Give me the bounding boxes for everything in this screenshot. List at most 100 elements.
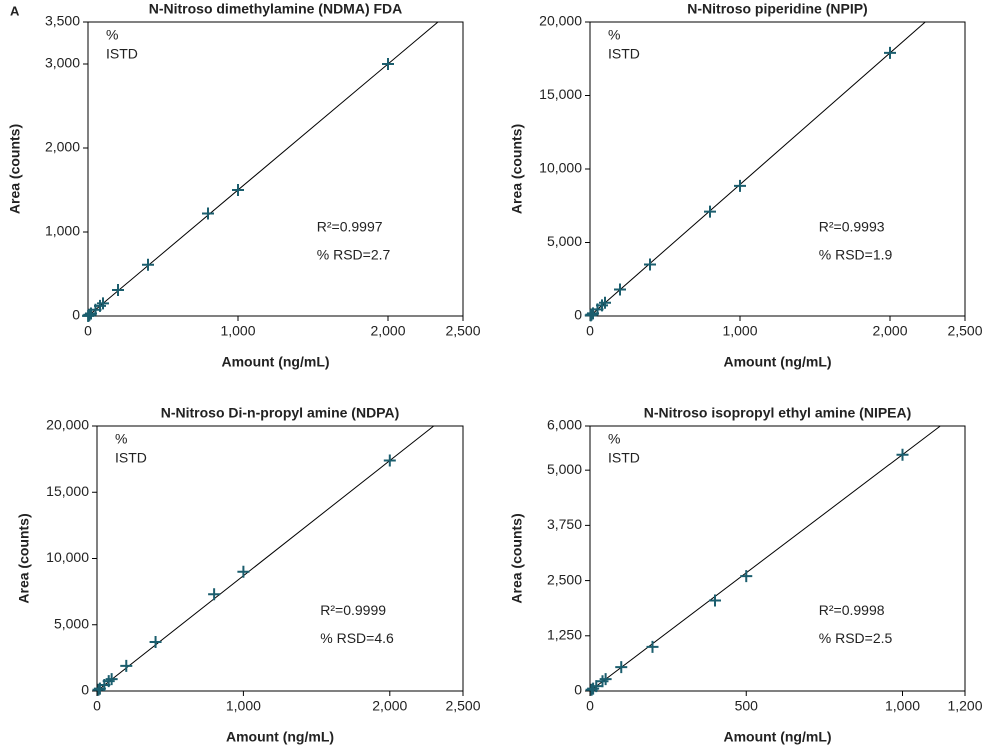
fit-line (589, 21, 926, 317)
y-tick-label: 20,000 (46, 417, 89, 433)
data-point (208, 588, 221, 601)
y-tick-label: 5,000 (54, 615, 89, 631)
data-point (599, 296, 611, 309)
data-point (740, 570, 753, 583)
data-point (105, 673, 118, 686)
annotation: R²=0.9999 (320, 602, 386, 618)
chart-title: N-Nitroso piperidine (NPIP) (687, 1, 867, 17)
y-tick-label: 3,500 (45, 13, 80, 29)
x-tick-label: 1,200 (947, 698, 982, 714)
x-axis-title: Amount (ng/mL) (723, 729, 831, 745)
annotation: R²=0.9993 (819, 219, 885, 235)
y-tick-label: 3,000 (45, 55, 80, 71)
x-tick-label: 2,000 (370, 323, 405, 339)
data-point (646, 640, 659, 653)
y-tick-label: 0 (574, 682, 582, 698)
y-tick-label: 1,000 (45, 223, 80, 239)
data-point (896, 448, 909, 461)
x-axis-title: Amount (ng/mL) (221, 354, 329, 370)
y-tick-label: 2,000 (45, 139, 80, 155)
y-tick-label: 0 (72, 307, 80, 323)
y-tick-label: 3,750 (547, 516, 582, 532)
data-point (644, 258, 656, 271)
x-tick-label: 0 (93, 698, 101, 714)
fit-line (589, 425, 941, 692)
data-point (709, 594, 721, 607)
chart-title: N-Nitroso Di-n-propyl amine (NDPA) (161, 405, 400, 421)
data-point (599, 673, 612, 686)
y-tick-label: 10,000 (539, 160, 582, 176)
plot-frame (96, 425, 464, 692)
annotation: % (115, 431, 127, 447)
annotation: ISTD (608, 450, 640, 466)
data-point (102, 675, 115, 688)
x-tick-label: 2,500 (947, 323, 982, 339)
annotation: R²=0.9997 (317, 219, 383, 235)
annotation: % RSD=1.9 (819, 247, 893, 263)
y-axis-title: Area (counts) (16, 513, 32, 603)
annotation: ISTD (115, 450, 147, 466)
data-point (704, 205, 716, 218)
data-point (202, 207, 214, 220)
y-tick-label: 1,250 (547, 626, 582, 642)
data-point (615, 661, 628, 674)
x-tick-label: 1,000 (220, 323, 255, 339)
annotation: % RSD=2.7 (317, 247, 391, 263)
chart-title: N-Nitroso dimethylamine (NDMA) FDA (149, 1, 403, 17)
data-point (97, 297, 109, 310)
y-axis-title: Area (counts) (7, 124, 23, 214)
data-point (590, 680, 603, 693)
x-axis-title: Amount (ng/mL) (226, 729, 334, 745)
fit-line (96, 425, 435, 692)
x-tick-label: 1,000 (885, 698, 920, 714)
plot-frame (87, 21, 464, 317)
y-axis-title: Area (counts) (509, 513, 525, 603)
y-tick-label: 0 (574, 307, 582, 323)
data-point (149, 635, 162, 648)
y-tick-label: 6,000 (547, 417, 582, 433)
data-point (383, 454, 396, 467)
annotation: % (608, 431, 620, 447)
x-tick-label: 0 (586, 323, 594, 339)
annotation: ISTD (106, 46, 138, 62)
panel-label: A (10, 3, 20, 18)
data-point (232, 184, 244, 196)
y-tick-label: 10,000 (46, 549, 89, 565)
annotation: % RSD=4.6 (320, 630, 394, 646)
plot-frame (589, 425, 966, 692)
annotation: ISTD (608, 46, 640, 62)
annotation: % (106, 27, 118, 43)
data-point (585, 308, 598, 321)
data-point (884, 46, 896, 59)
x-tick-label: 2,500 (445, 323, 480, 339)
annotation: % RSD=2.5 (819, 630, 893, 646)
x-tick-label: 1,000 (226, 698, 261, 714)
y-tick-label: 0 (81, 682, 89, 698)
x-axis-title: Amount (ng/mL) (723, 354, 831, 370)
x-tick-label: 2,500 (445, 698, 480, 714)
chart-title: N-Nitroso isopropyl ethyl amine (NIPEA) (644, 405, 912, 421)
y-tick-label: 20,000 (539, 13, 582, 29)
x-tick-label: 500 (735, 698, 759, 714)
x-tick-label: 0 (84, 323, 92, 339)
data-point (237, 565, 250, 578)
annotation: % (608, 27, 620, 43)
x-tick-label: 2,000 (872, 323, 907, 339)
plot-frame (589, 21, 966, 317)
data-point (587, 682, 600, 695)
y-tick-label: 15,000 (539, 86, 582, 102)
data-point (734, 179, 746, 192)
x-tick-label: 2,000 (372, 698, 407, 714)
y-tick-label: 5,000 (547, 233, 582, 249)
x-tick-label: 0 (586, 698, 594, 714)
y-tick-label: 2,500 (547, 571, 582, 587)
y-tick-label: 15,000 (46, 483, 89, 499)
data-point (142, 258, 154, 271)
data-point (112, 283, 124, 296)
data-point (382, 58, 394, 70)
data-point (120, 659, 133, 672)
fit-line (87, 21, 439, 317)
x-tick-label: 1,000 (722, 323, 757, 339)
data-point (83, 308, 96, 321)
data-point (614, 283, 626, 296)
